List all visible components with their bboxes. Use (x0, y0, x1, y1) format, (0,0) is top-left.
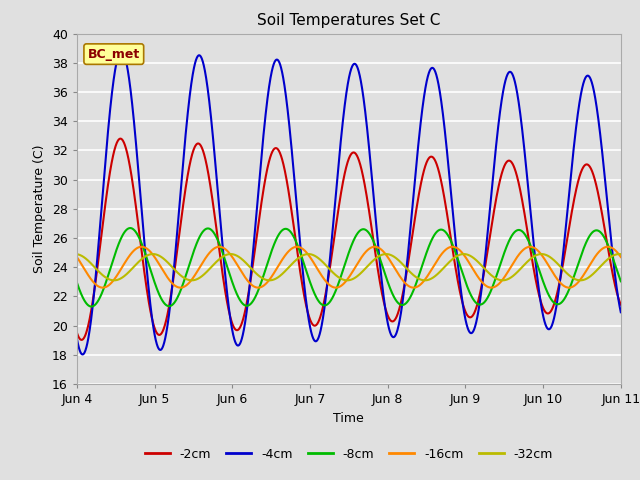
-2cm (282, 172, 290, 178)
-2cm (135, 229, 143, 235)
-8cm (617, 278, 625, 284)
-8cm (305, 277, 313, 283)
Line: -2cm: -2cm (77, 139, 621, 340)
-2cm (168, 288, 175, 294)
-8cm (607, 249, 614, 254)
-4cm (305, 320, 313, 326)
-16cm (617, 254, 625, 260)
Y-axis label: Soil Temperature (C): Soil Temperature (C) (33, 144, 46, 273)
-8cm (282, 226, 290, 232)
-32cm (548, 255, 556, 261)
Text: BC_met: BC_met (88, 48, 140, 60)
-16cm (282, 252, 289, 258)
-32cm (617, 252, 625, 257)
-8cm (88, 304, 95, 310)
-4cm (118, 48, 125, 54)
-16cm (168, 279, 175, 285)
-16cm (548, 268, 556, 274)
-4cm (607, 231, 614, 237)
Line: -4cm: -4cm (77, 51, 621, 354)
-16cm (488, 285, 495, 290)
Legend: -2cm, -4cm, -8cm, -16cm, -32cm: -2cm, -4cm, -8cm, -16cm, -32cm (140, 443, 558, 466)
-32cm (167, 263, 175, 269)
-16cm (73, 254, 81, 260)
-2cm (617, 301, 625, 307)
-16cm (305, 253, 313, 259)
Line: -8cm: -8cm (77, 228, 621, 307)
-8cm (548, 298, 556, 303)
-32cm (607, 254, 614, 260)
-4cm (282, 92, 290, 97)
-16cm (607, 244, 614, 250)
-4cm (617, 309, 625, 315)
Line: -16cm: -16cm (77, 247, 621, 288)
-4cm (548, 323, 556, 328)
-32cm (73, 252, 81, 257)
-8cm (168, 302, 175, 308)
-16cm (135, 244, 143, 250)
-32cm (305, 251, 313, 257)
-2cm (305, 315, 313, 321)
-8cm (135, 235, 143, 241)
-8cm (73, 279, 81, 285)
-2cm (77, 337, 85, 343)
-2cm (548, 307, 556, 312)
-4cm (79, 351, 86, 357)
X-axis label: Time: Time (333, 411, 364, 425)
-4cm (73, 335, 81, 341)
-32cm (421, 277, 429, 283)
Title: Soil Temperatures Set C: Soil Temperatures Set C (257, 13, 440, 28)
-4cm (135, 178, 143, 184)
-32cm (227, 251, 234, 257)
-2cm (607, 260, 614, 265)
-2cm (73, 330, 81, 336)
-16cm (138, 244, 145, 250)
-32cm (282, 268, 289, 274)
-4cm (168, 290, 175, 296)
Line: -32cm: -32cm (77, 254, 621, 280)
-8cm (126, 225, 134, 231)
-2cm (116, 136, 124, 142)
-32cm (135, 259, 143, 264)
